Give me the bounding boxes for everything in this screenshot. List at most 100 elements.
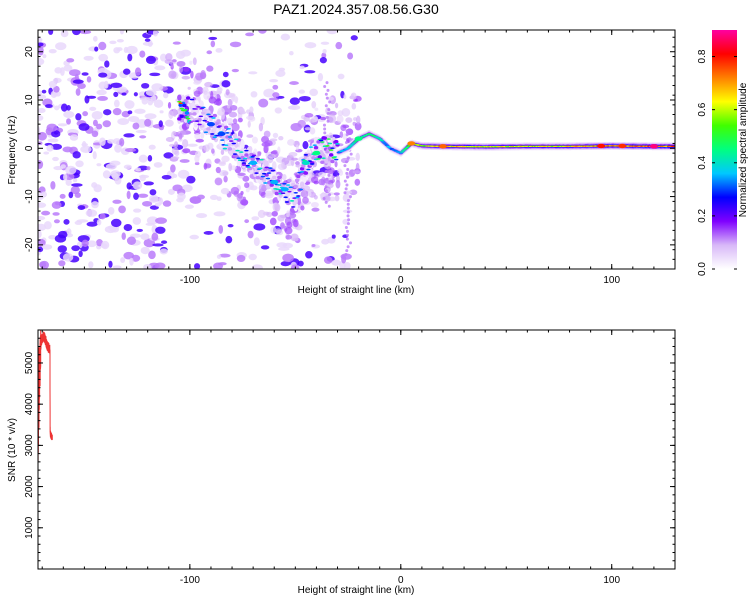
spectrogram-cell [120,257,126,264]
snr-ytick-label: 5000 [24,351,35,374]
spectrogram-ridge [226,127,231,130]
spectrogram-cell [79,30,92,35]
spectrogram-cell [323,84,327,88]
spectrogram-cell [260,191,267,198]
spectrogram-ridge [206,127,211,131]
spectrogram-cell [179,159,190,163]
spectrogram-ridge [330,159,335,164]
spectrogram-ridge [230,132,235,134]
spectrogram-cell [305,250,313,259]
spectrogram-ridge [206,113,211,116]
snr-ytick-label: 4000 [24,393,35,416]
spectrogram-cell [275,228,282,234]
spectrogram-ridge [294,196,300,199]
spectrogram-cell [172,108,178,118]
spectrogram-ridge [179,114,185,118]
spectrogram-cell [136,228,143,232]
spectrogram-hotspot [649,144,658,149]
spectrogram-cell [77,205,86,210]
spectrogram-xlabel: Height of straight line (km) [298,285,415,296]
spectrogram-cell [343,164,347,168]
spectrogram-cell [123,133,135,138]
spectrogram-ridge [227,136,233,138]
spectrogram-ridge [287,190,292,193]
spectrogram-cell [121,232,126,240]
spectrogram-cell [162,200,172,207]
spectrogram-ridge [299,167,305,171]
spectrogram-xtick-label: -100 [180,275,200,286]
spectrogram-ridge [240,159,245,162]
spectrogram-cell [103,109,112,116]
spectrogram-cell [227,98,233,107]
spectrogram-ridge [217,125,223,127]
spectrogram-cell [149,205,159,210]
spectrogram-cell [180,49,191,57]
spectrogram-cell [99,137,106,146]
spectrogram-cell [75,113,82,121]
spectrogram-ridge [277,175,282,180]
spectrogram-ridge [335,143,340,145]
spectrogram-cell [96,219,102,226]
spectrogram-hotspot [280,187,289,192]
spectrogram-cell [210,90,214,100]
spectrogram-ridge [183,108,188,111]
spectrogram-cell [322,123,326,127]
spectrogram-cell [352,170,361,174]
spectrogram-ridge [346,146,352,149]
spectrogram-ridge [204,121,210,123]
colorbar: 0.0 0.2 0.4 0.6 0.8 Normalized spectral ampl… [697,30,749,276]
spectrogram-cell [327,166,331,170]
spectrogram-ridge [221,136,226,140]
spectrogram-cell [302,141,309,150]
spectrogram-cell [289,97,300,105]
spectrogram-cell [309,88,318,97]
spectrogram-cell [119,30,124,35]
spectrogram-cell [331,112,337,116]
spectrogram-cell [347,52,354,60]
spectrogram-cell [48,30,54,35]
spectrogram-ridge [208,115,214,118]
spectrogram-cell [341,254,347,264]
spectrogram-cell [325,81,329,85]
spectrogram-cell [92,151,97,160]
spectrogram-cell [172,130,177,136]
spectrogram-cell [52,77,62,83]
spectrogram-ridge [402,148,407,151]
spectrogram-cell [343,94,347,100]
spectrogram-ytick-label: 0 [24,145,35,151]
spectrogram-cell [342,124,350,129]
spectrogram-cell [38,215,46,221]
spectrogram-ridge [215,134,220,137]
spectrogram-cell [132,181,143,190]
spectrogram-cell [98,53,109,62]
spectrogram-cell [231,68,240,73]
spectrogram-cell [38,46,44,56]
spectrogram-cell [113,91,119,98]
snr-axis-ticks: -100 0 100 1000 2000 3000 4000 5000 [24,330,676,586]
colorbar-tick-label: 0.2 [697,209,708,223]
spectrogram-cell [297,119,306,128]
spectrogram-cell [204,163,212,169]
spectrogram-cell [165,137,175,142]
colorbar-gradient [712,30,737,269]
spectrogram-cell [349,241,353,245]
spectrogram-cell [291,157,298,161]
spectrogram-cell [128,116,140,123]
spectrogram-ridge [242,158,248,163]
spectrogram-ridge [234,141,239,148]
spectrogram-cell [132,217,142,225]
spectrogram-cell [65,165,77,175]
spectrogram-ridge [212,136,217,139]
spectrogram-ridge [287,178,292,183]
spectrogram-cell [356,115,361,125]
spectrogram-ridge [316,158,321,160]
spectrogram-cell [63,64,73,72]
spectrogram-cell [98,41,107,51]
spectrogram-cell [217,107,225,116]
spectrogram-ridge [347,145,353,148]
spectrogram-cell [109,160,121,166]
spectrogram-ridge [244,153,249,157]
spectrogram-cell [289,105,301,110]
spectrogram-ridge [275,188,281,191]
